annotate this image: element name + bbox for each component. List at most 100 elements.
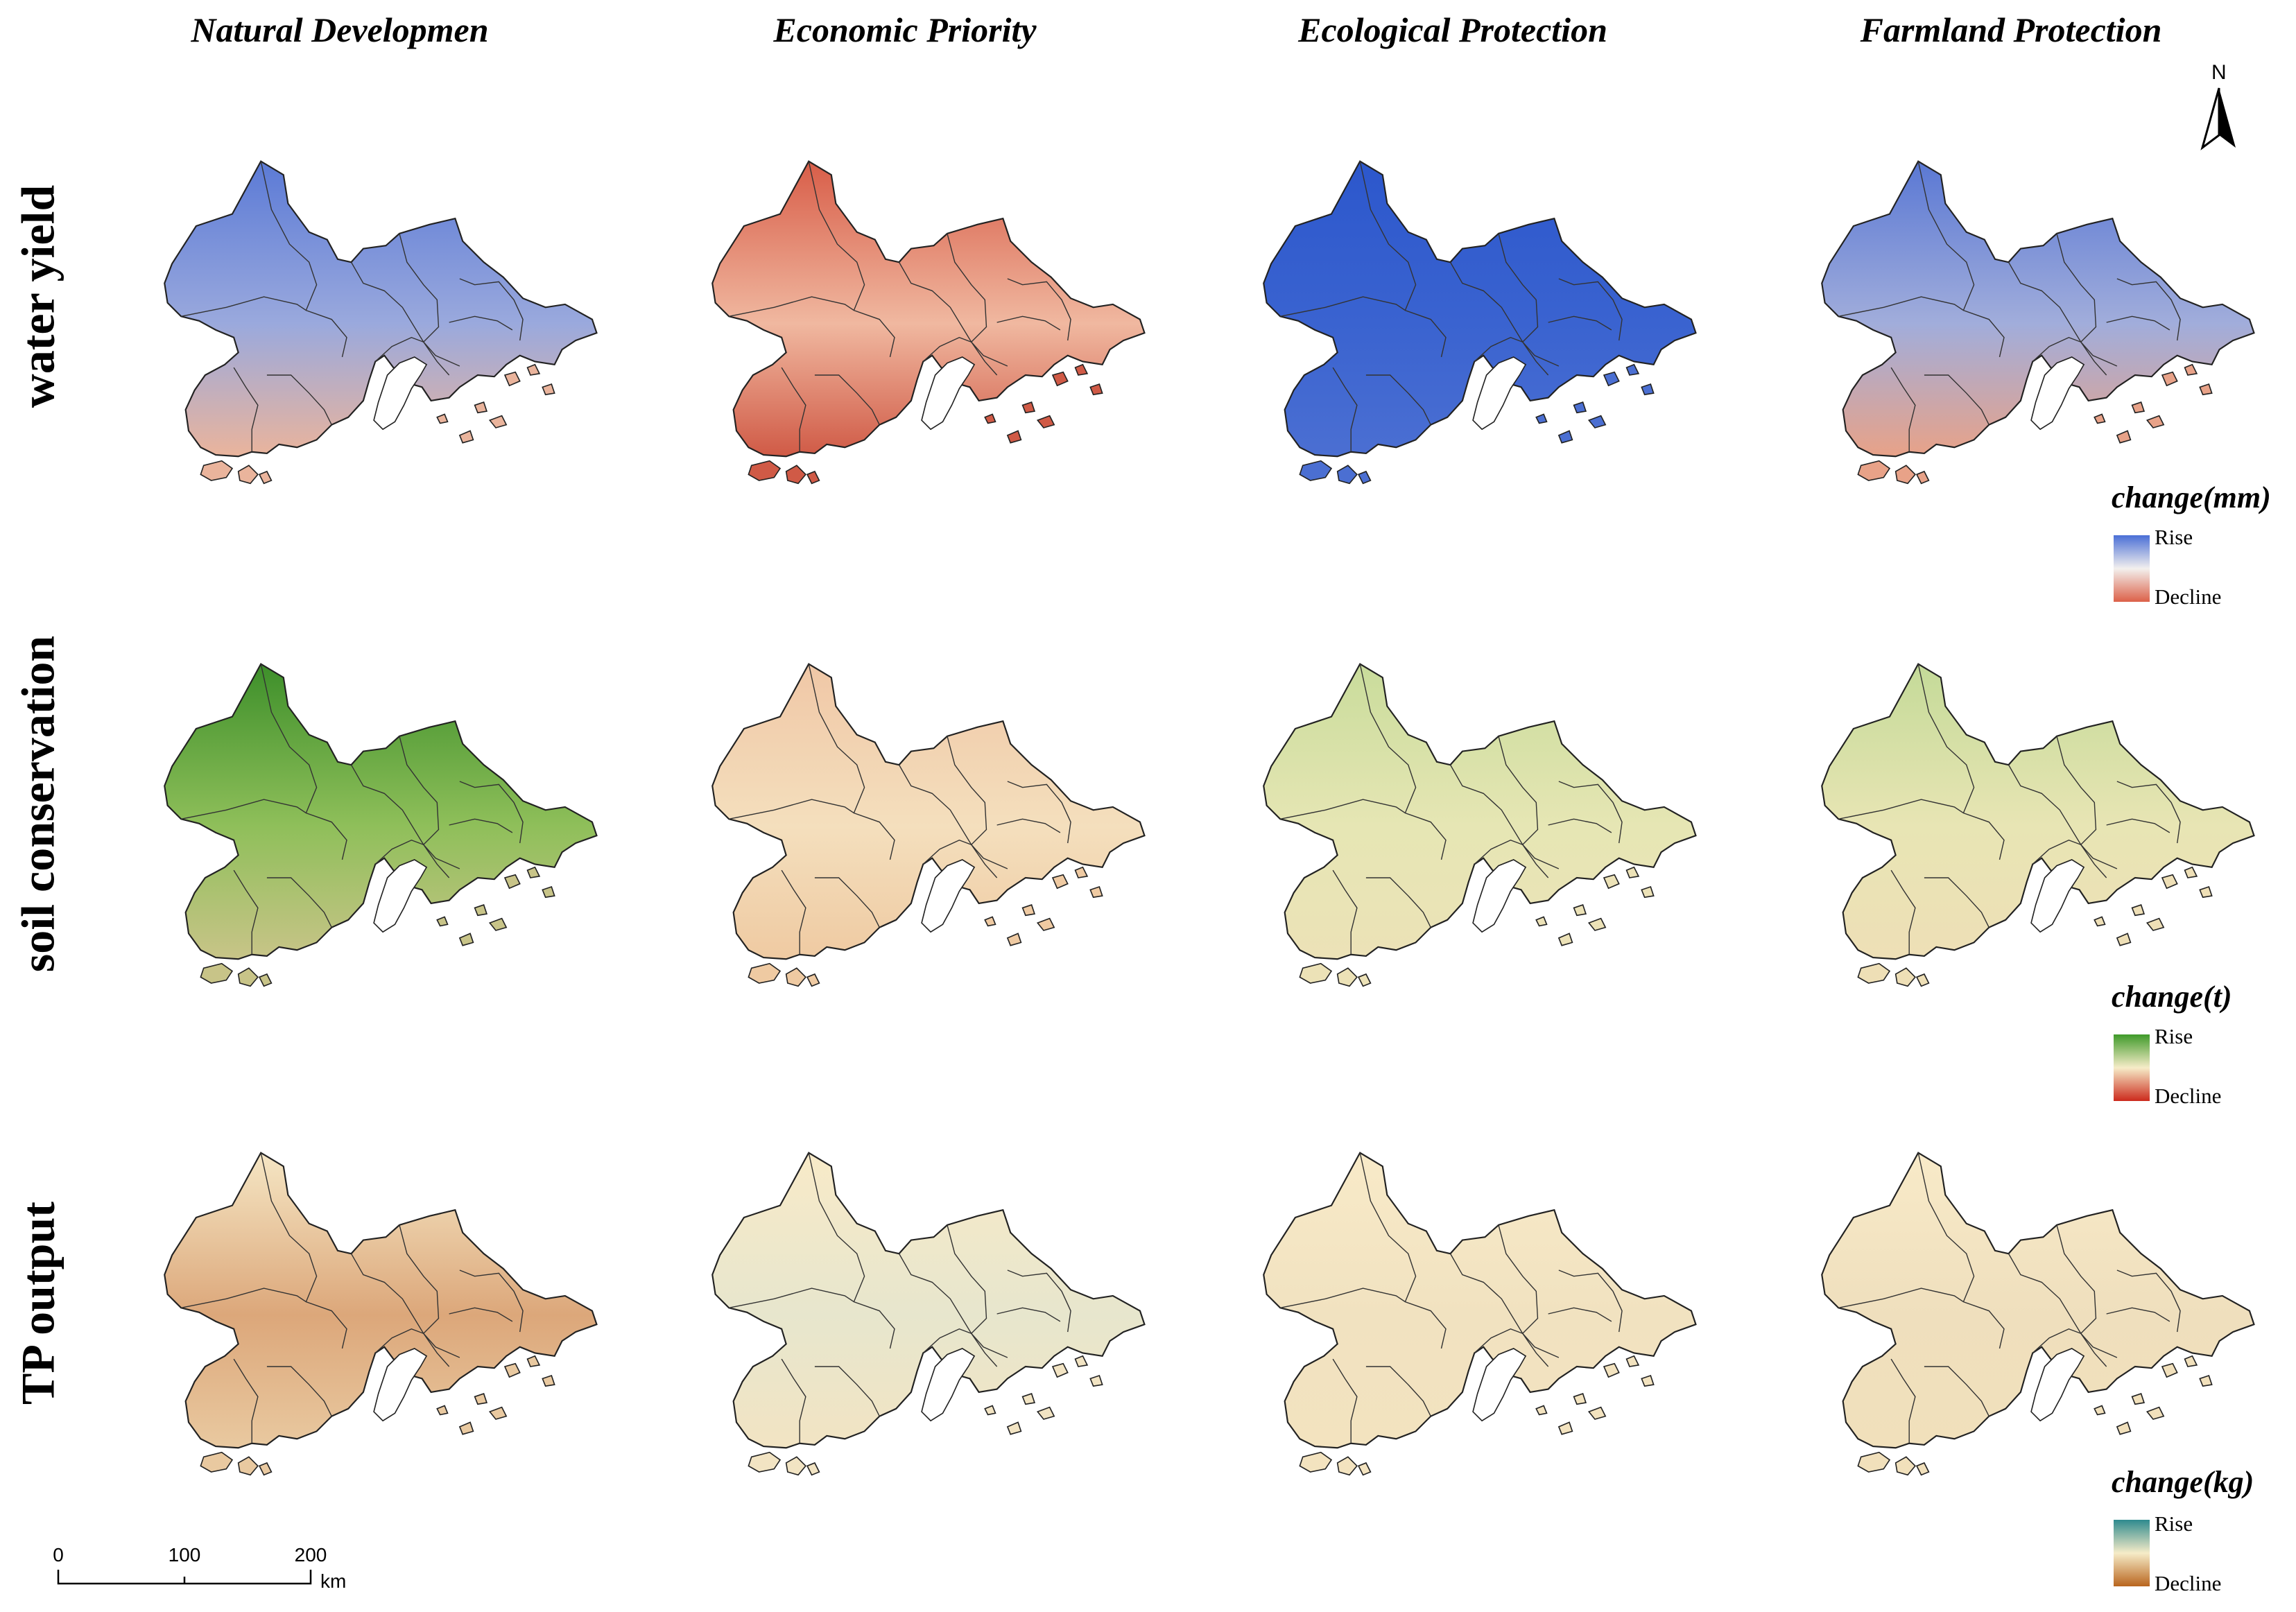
estuary xyxy=(1472,1348,1527,1422)
island xyxy=(1089,1374,1103,1387)
city-boundary xyxy=(898,1253,998,1367)
city-boundary xyxy=(1548,818,1612,833)
island xyxy=(2094,1405,2106,1416)
estuary xyxy=(373,859,428,933)
estuary xyxy=(373,1348,428,1422)
city-boundary xyxy=(814,1366,880,1416)
city-boundary xyxy=(399,1224,440,1334)
city-boundary xyxy=(266,374,332,425)
city-boundary xyxy=(266,877,332,928)
map-panel xyxy=(1741,101,2268,544)
island xyxy=(1915,470,1930,485)
region-fill xyxy=(1821,160,2255,458)
scale-unit: km xyxy=(320,1570,346,1592)
map-panel xyxy=(83,1092,610,1536)
island xyxy=(200,460,234,481)
island xyxy=(1036,415,1055,428)
island xyxy=(748,460,782,481)
estuary xyxy=(921,356,976,431)
map-panel xyxy=(1741,603,2268,1047)
city-boundary xyxy=(1917,1152,1975,1302)
region-map xyxy=(164,160,598,485)
city-boundary xyxy=(1558,278,1623,341)
region-fill xyxy=(164,1152,598,1449)
island xyxy=(1089,383,1103,396)
city-boundary xyxy=(459,781,524,844)
island xyxy=(436,916,449,927)
island xyxy=(2146,1406,2165,1420)
island xyxy=(1336,1456,1358,1476)
island xyxy=(488,415,508,428)
island xyxy=(1894,967,1916,987)
region-map xyxy=(1263,160,1697,485)
estuary xyxy=(1472,859,1527,933)
city-boundary xyxy=(260,161,318,311)
island xyxy=(1036,917,1055,931)
city-boundary xyxy=(1890,869,1916,955)
island xyxy=(1357,470,1372,485)
island xyxy=(1641,1374,1655,1387)
island xyxy=(258,470,273,485)
island xyxy=(785,1456,806,1476)
legend-bar-water-yield xyxy=(2114,535,2150,602)
city-boundary xyxy=(814,877,880,928)
island xyxy=(2161,874,2178,890)
region-fill xyxy=(1821,663,2255,960)
map-panel xyxy=(1741,1092,2268,1536)
island xyxy=(1915,1462,1930,1476)
region-map xyxy=(1263,1152,1697,1476)
island xyxy=(806,973,820,987)
city-boundary xyxy=(233,869,259,955)
city-boundary xyxy=(1558,1269,1623,1333)
city-boundary xyxy=(808,1152,865,1302)
island xyxy=(984,413,996,424)
region-map xyxy=(1821,160,2255,485)
city-boundary xyxy=(1558,781,1623,844)
city-boundary xyxy=(1474,839,1523,865)
row-title-soil-conservation: soil conservation xyxy=(11,635,64,973)
city-boundary xyxy=(449,315,513,331)
region-fill xyxy=(1263,1152,1697,1449)
island xyxy=(1036,1406,1055,1420)
city-boundary xyxy=(1474,1328,1523,1353)
island xyxy=(1587,415,1607,428)
city-boundary xyxy=(1498,1224,1539,1334)
city-boundary xyxy=(1917,161,1975,311)
region-map xyxy=(711,663,1146,987)
island xyxy=(1021,401,1036,414)
city-boundary xyxy=(374,839,424,865)
city-boundary xyxy=(266,1366,332,1416)
island xyxy=(1894,1456,1916,1476)
island xyxy=(2146,415,2165,428)
city-boundary xyxy=(808,664,865,813)
city-boundary xyxy=(449,1307,513,1322)
city-boundary xyxy=(374,1328,424,1353)
estuary xyxy=(921,859,976,933)
city-boundary xyxy=(781,1358,806,1444)
city-boundary xyxy=(350,261,450,376)
island xyxy=(1857,460,1891,481)
island xyxy=(2116,933,2132,946)
island xyxy=(1535,413,1548,424)
city-boundary xyxy=(996,315,1061,331)
city-boundary xyxy=(1548,1307,1612,1322)
island xyxy=(1051,874,1069,890)
city-boundary xyxy=(181,1288,347,1349)
island xyxy=(2184,363,2198,376)
island xyxy=(1641,383,1655,396)
city-boundary xyxy=(260,1152,318,1302)
city-boundary xyxy=(1359,1152,1417,1302)
map-panel xyxy=(631,603,1158,1047)
city-boundary xyxy=(1365,374,1431,425)
city-boundary xyxy=(2056,736,2097,845)
city-boundary xyxy=(1522,341,1560,367)
region-map xyxy=(1263,663,1697,987)
city-boundary xyxy=(1838,296,2005,358)
island xyxy=(1535,1405,1548,1416)
island xyxy=(1021,1393,1036,1405)
city-boundary xyxy=(729,799,895,860)
island xyxy=(1357,1462,1372,1476)
island xyxy=(237,967,259,987)
legend-bar-soil-conservation xyxy=(2114,1034,2150,1101)
city-boundary xyxy=(1280,799,1447,860)
